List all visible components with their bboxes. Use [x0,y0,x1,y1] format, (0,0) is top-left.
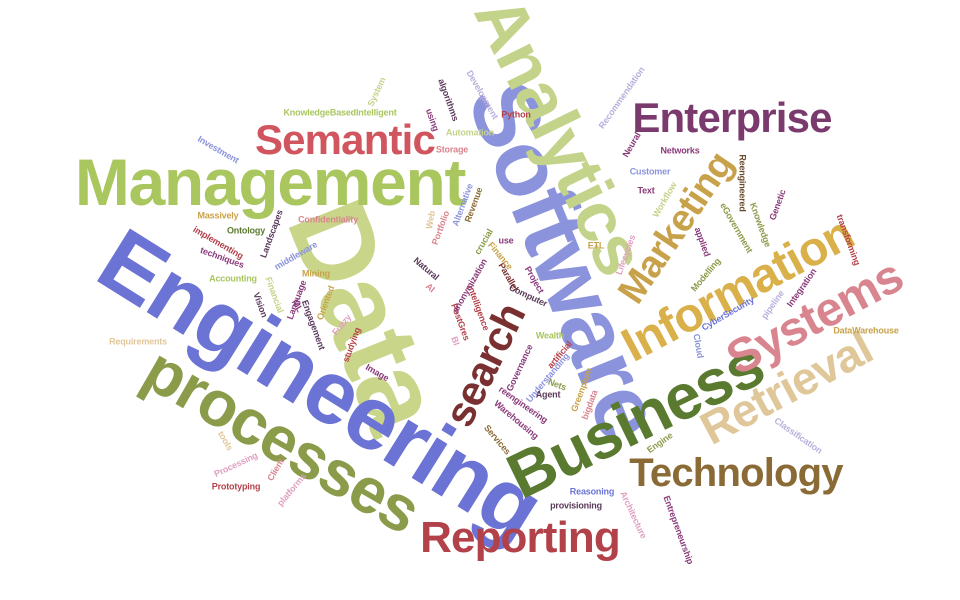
word-customer: Customer [629,166,671,177]
word-storage: Storage [435,144,469,155]
word-automation: Automation [445,127,495,138]
word-requirements: Requirements [109,336,167,347]
word-genetic: Genetic [767,188,788,222]
word-use: use [498,235,514,246]
word-agent: Agent [535,389,561,400]
word-knowledge: Knowledge [747,201,774,249]
word-enterprise: Enterprise [632,94,832,141]
word-technology: Technology [629,451,843,495]
word-massively: Massively [197,210,239,221]
word-text: Text [637,185,655,196]
word-ai: AI [423,281,437,295]
word-prototyping: Prototyping [211,481,261,492]
word-wealth: Wealth [535,330,565,341]
word-python: Python [501,109,531,120]
word-bi: BI [449,335,462,347]
word-mining: Mining [302,268,330,279]
word-applied: applied [692,225,713,258]
word-networks: Networks [660,145,700,156]
word-egovernment: eGovernment [718,200,755,255]
word-reengineered: Reengineered [737,154,748,212]
word-confidentiality: Confidentiality [298,214,358,225]
word-classification: Classification [772,415,825,456]
word-architecture: Architecture [618,489,649,540]
word-semantic: Semantic [254,116,436,163]
word-algorithms: algorithms [436,77,461,123]
word-datawarehouse: DataWarehouse [833,325,899,336]
word-etl: ETL [587,240,605,251]
word-accounting: Accounting [209,273,257,284]
word-ontology: Ontology [226,225,266,236]
word-management: Management [74,145,467,219]
word-reporting: Reporting [420,513,621,562]
word-knowledgebasedintelligent: KnowledgeBasedIntelligent [283,107,397,118]
word-neural: Neural [620,130,643,159]
word-provisioning: provisioning [550,500,602,511]
word-system: System [365,75,388,108]
word-entrepreneurship: Entrepreneurship [661,494,696,566]
word-reasoning: Reasoning [569,486,615,497]
